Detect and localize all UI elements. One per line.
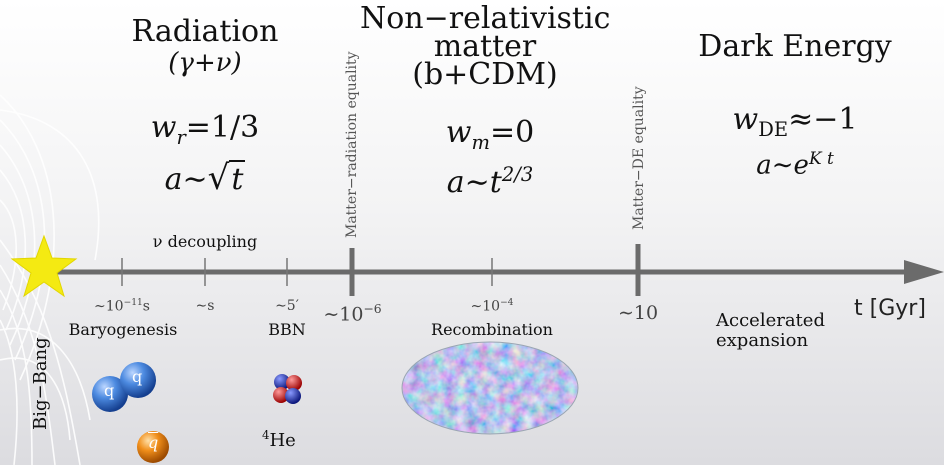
matter-era-title-line2: matter xyxy=(433,29,537,64)
tick-label-s: ∼s xyxy=(195,298,215,314)
dark-energy-era-title: Dark Energy xyxy=(698,29,892,64)
bbn-label: BBN xyxy=(268,320,306,339)
matter-eos-formula: wm=0 xyxy=(445,115,535,154)
quark-sphere-2 xyxy=(120,362,156,398)
radiation-scale-formula: a∼√t xyxy=(164,158,246,198)
quark-particles xyxy=(92,362,169,463)
radiation-era-subtitle: (γ+ν) xyxy=(168,48,242,78)
proton-1 xyxy=(286,375,302,391)
proton-2 xyxy=(273,387,289,403)
matter-era-title-line3: (b+CDM) xyxy=(412,57,558,92)
tick-label-1e-11s: ∼10−11s xyxy=(94,298,150,315)
recombination-label: Recombination xyxy=(431,320,553,339)
helium-nucleus-icon xyxy=(273,374,302,404)
radiation-era-title: Radiation xyxy=(131,14,279,49)
quark-label-2: q xyxy=(132,367,143,386)
neutron-1 xyxy=(274,374,290,390)
tick-label-1e-4: ∼10−4 xyxy=(470,298,514,315)
tick-label-10: ∼10 xyxy=(617,302,659,324)
axis-arrowhead xyxy=(904,260,944,284)
axis-unit-label: t [Gyr] xyxy=(854,296,926,321)
tick-label-5min: ∼5′ xyxy=(275,298,299,314)
big-bang-star-icon xyxy=(10,234,78,298)
quark-sphere-1 xyxy=(92,376,128,412)
baryogenesis-label: Baryogenesis xyxy=(68,320,178,339)
tick-label-1e-6: ∼10−6 xyxy=(323,302,382,326)
nu-decoupling-label: ν decoupling xyxy=(152,232,258,251)
accelerated-expansion-label-line1: Accelerated xyxy=(716,310,825,331)
matter-scale-formula: a∼t2/3 xyxy=(446,163,534,200)
matter-era-title-line1: Non−relativistic xyxy=(360,1,611,36)
helium-label: 4He xyxy=(262,428,296,451)
neutron-2 xyxy=(285,388,301,404)
cmb-map-image xyxy=(401,341,579,435)
radiation-eos-formula: wr=1/3 xyxy=(150,110,260,149)
big-bang-label: Big−Bang xyxy=(30,337,51,430)
accelerated-expansion-label-line2: expansion xyxy=(716,330,809,351)
antiquark-sphere xyxy=(137,431,169,463)
quark-label-1: q xyxy=(104,381,115,400)
dark-energy-scale-formula: a∼eK t xyxy=(756,148,834,181)
antiquark-label: q xyxy=(148,433,159,452)
dark-energy-eos-formula: wDE≈−1 xyxy=(732,102,858,141)
